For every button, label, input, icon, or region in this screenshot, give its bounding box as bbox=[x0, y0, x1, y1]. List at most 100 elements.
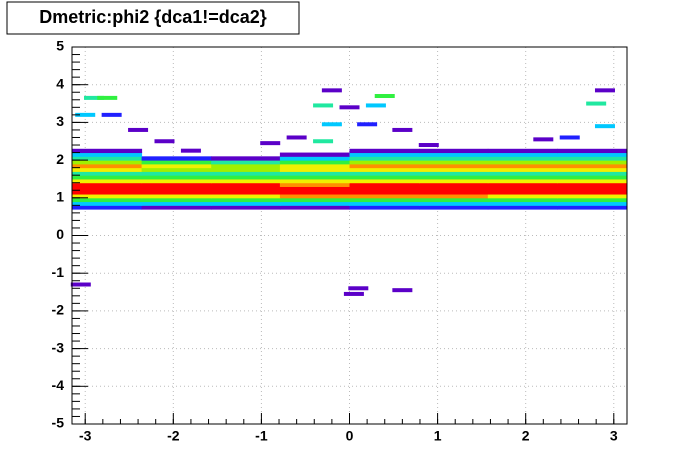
heatmap-cell bbox=[141, 197, 212, 203]
heatmap-cell bbox=[557, 171, 628, 176]
heatmap-cell bbox=[211, 156, 281, 161]
heatmap-cell bbox=[419, 167, 489, 172]
heatmap-cell bbox=[349, 160, 420, 165]
heatmap-cell bbox=[279, 160, 350, 165]
heatmap-cell bbox=[487, 194, 558, 199]
chart-title: Dmetric:phi2 {dca1!=dca2} bbox=[39, 7, 267, 27]
heatmap-cell bbox=[557, 190, 628, 195]
sparse-cell bbox=[533, 137, 554, 142]
heatmap-cell bbox=[211, 186, 281, 191]
x-tick-label: 3 bbox=[610, 428, 618, 444]
heatmap-cell bbox=[141, 201, 212, 206]
heatmap-cell bbox=[141, 167, 212, 172]
heatmap-cell bbox=[419, 171, 489, 176]
heatmap-cell bbox=[349, 156, 420, 161]
heatmap-cell bbox=[557, 148, 628, 154]
heatmap-cell bbox=[487, 182, 558, 187]
sparse-cell bbox=[154, 139, 175, 144]
heatmap-cell bbox=[211, 182, 281, 187]
heatmap-cell bbox=[279, 205, 350, 210]
y-tick-label: -1 bbox=[52, 264, 65, 280]
heatmap-cell bbox=[279, 175, 350, 180]
heatmap-cell bbox=[279, 171, 350, 176]
heatmap-cell bbox=[557, 182, 628, 187]
heatmap-cell bbox=[211, 201, 281, 206]
heatmap-cell bbox=[211, 205, 281, 210]
heatmap-cell bbox=[72, 156, 143, 161]
sparse-cell bbox=[321, 88, 342, 93]
heatmap-cell bbox=[72, 163, 143, 169]
heatmap-cell bbox=[557, 197, 628, 203]
heatmap-cell bbox=[141, 194, 212, 199]
heatmap-cell bbox=[211, 175, 281, 180]
heatmap-cell bbox=[487, 171, 558, 176]
heatmap-cell bbox=[557, 178, 628, 184]
heatmap-cell bbox=[557, 194, 628, 199]
heatmap-cell bbox=[419, 197, 489, 203]
heatmap-cell bbox=[419, 178, 489, 184]
sparse-cell bbox=[260, 141, 281, 146]
heatmap-cell bbox=[349, 152, 420, 157]
y-tick-label: 1 bbox=[56, 189, 64, 205]
heatmap-cell bbox=[419, 163, 489, 169]
heatmap-cell bbox=[349, 205, 420, 210]
heatmap-cell bbox=[487, 205, 558, 210]
heatmap-cell bbox=[72, 148, 143, 154]
heatmap-cell bbox=[419, 205, 489, 210]
heatmap-cell bbox=[487, 160, 558, 165]
heatmap-cell bbox=[419, 160, 489, 165]
heatmap-cell bbox=[419, 194, 489, 199]
x-tick-label: -1 bbox=[255, 428, 268, 444]
heatmap-cell bbox=[349, 167, 420, 172]
heatmap-cell bbox=[72, 182, 143, 187]
heatmap-cell bbox=[279, 152, 350, 157]
x-tick-label: 1 bbox=[434, 428, 442, 444]
x-tick-label: -3 bbox=[79, 428, 92, 444]
heatmap-cell bbox=[557, 201, 628, 206]
sparse-cell bbox=[339, 105, 360, 110]
y-tick-label: 2 bbox=[56, 151, 64, 167]
heatmap-cell bbox=[419, 186, 489, 191]
heatmap-cell bbox=[349, 197, 420, 203]
heatmap-cell bbox=[419, 148, 489, 154]
sparse-cell bbox=[97, 95, 118, 100]
heatmap-cell bbox=[557, 175, 628, 180]
heatmap-cell bbox=[279, 186, 350, 191]
heatmap-cell bbox=[141, 175, 212, 180]
heatmap-cell bbox=[72, 190, 143, 195]
sparse-cell bbox=[559, 135, 580, 140]
heatmap-cell bbox=[279, 194, 350, 199]
heatmap-cell bbox=[557, 160, 628, 165]
heatmap-cell bbox=[279, 201, 350, 206]
sparse-cell bbox=[586, 101, 607, 106]
heatmap-cell bbox=[279, 163, 350, 169]
heatmap-cell bbox=[72, 152, 143, 157]
heatmap-cell bbox=[279, 178, 350, 184]
sparse-cell bbox=[348, 286, 369, 291]
sparse-cell bbox=[286, 135, 307, 140]
heatmap-cell bbox=[419, 182, 489, 187]
heatmap-cell bbox=[557, 205, 628, 210]
heatmap-cell bbox=[211, 160, 281, 165]
heatmap-cell bbox=[349, 182, 420, 187]
y-tick-label: 0 bbox=[56, 226, 64, 242]
heatmap-cell bbox=[557, 156, 628, 161]
heatmap-cell bbox=[487, 190, 558, 195]
sparse-cell bbox=[594, 88, 615, 93]
y-tick-label: -3 bbox=[52, 339, 65, 355]
y-tick-label: -5 bbox=[52, 415, 65, 431]
heatmap-cell bbox=[557, 186, 628, 191]
heatmap-cell bbox=[487, 186, 558, 191]
heatmap-cell bbox=[349, 190, 420, 195]
heatmap-cell bbox=[419, 175, 489, 180]
sparse-cell bbox=[392, 127, 413, 132]
heatmap-cell bbox=[72, 160, 143, 165]
heatmap-cell bbox=[72, 201, 143, 206]
heatmap-cell bbox=[72, 178, 143, 184]
heatmap-cell bbox=[487, 152, 558, 157]
heatmap-cell bbox=[349, 171, 420, 176]
heatmap-cell bbox=[487, 156, 558, 161]
heatmap-cell bbox=[141, 190, 212, 195]
heatmap-cell bbox=[279, 156, 350, 161]
